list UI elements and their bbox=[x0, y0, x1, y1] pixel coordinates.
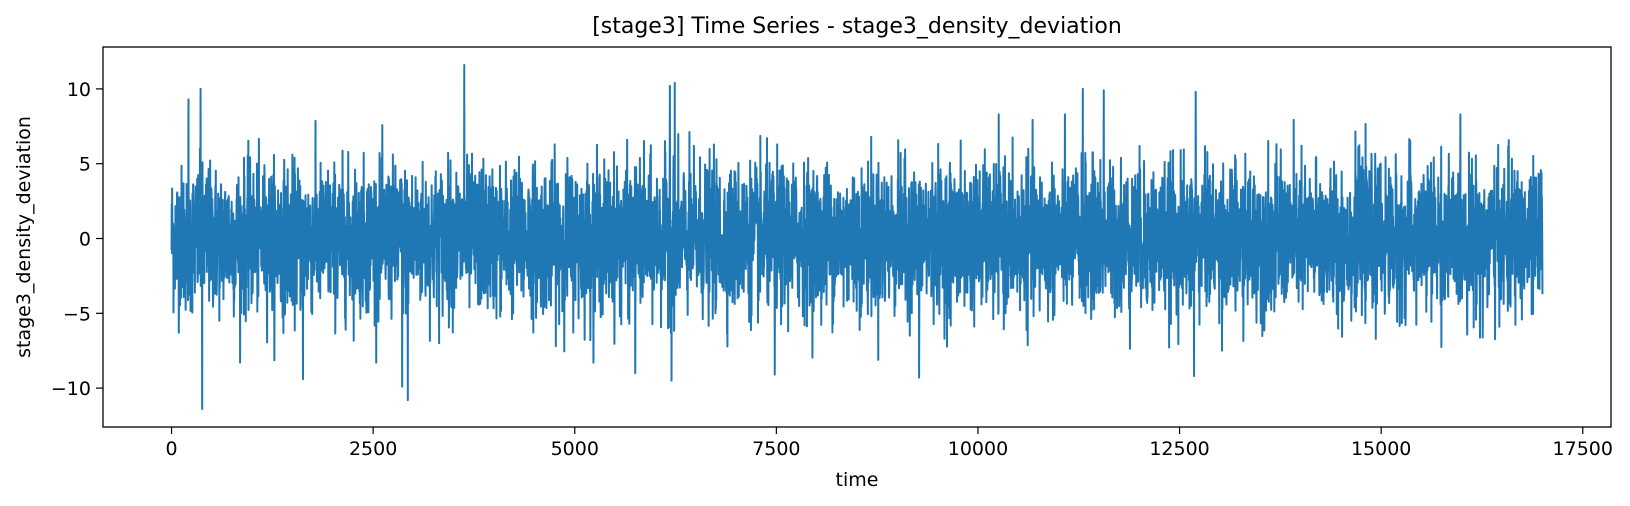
x-tick-label: 12500 bbox=[1149, 438, 1209, 460]
plot-frame bbox=[102, 46, 1612, 428]
x-tick-label: 0 bbox=[165, 438, 177, 460]
y-tick-label: −10 bbox=[51, 378, 91, 400]
series-group bbox=[170, 63, 1544, 411]
series-line bbox=[170, 63, 1544, 411]
x-tick-label: 15000 bbox=[1351, 438, 1411, 460]
x-axis: 0 2500 5000 7500 10000 12500 15000 17500 bbox=[165, 427, 1613, 460]
x-tick-label: 2500 bbox=[349, 438, 397, 460]
chart-title: [stage3] Time Series - stage3_density_de… bbox=[592, 14, 1122, 39]
y-axis-title: stage3_density_deviation bbox=[13, 116, 35, 358]
x-tick-label: 7500 bbox=[752, 438, 800, 460]
y-tick-label: 10 bbox=[67, 79, 91, 101]
y-tick-label: −5 bbox=[63, 303, 91, 325]
y-tick-label: 0 bbox=[79, 228, 91, 250]
y-tick-label: 5 bbox=[79, 154, 91, 176]
y-axis: −10 −5 0 5 10 bbox=[51, 79, 103, 400]
x-tick-label: 17500 bbox=[1553, 438, 1613, 460]
x-tick-label: 10000 bbox=[948, 438, 1008, 460]
x-axis-title: time bbox=[836, 469, 879, 491]
x-tick-label: 5000 bbox=[551, 438, 599, 460]
